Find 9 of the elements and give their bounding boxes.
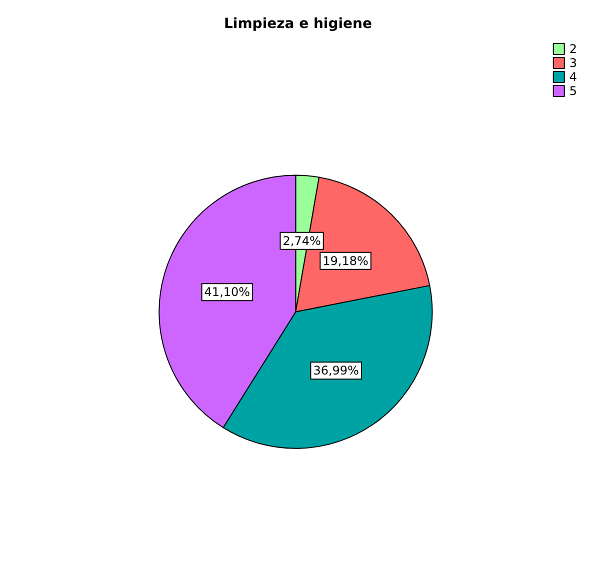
data-label: 36,99% <box>313 364 359 378</box>
data-label: 19,18% <box>322 254 368 268</box>
legend-label: 3 <box>569 56 578 70</box>
legend-label: 4 <box>569 70 578 84</box>
legend-label: 5 <box>569 84 578 98</box>
legend-label: 2 <box>569 42 578 56</box>
chart-title: Limpieza e higiene <box>224 16 372 32</box>
data-label: 2,74% <box>282 234 321 248</box>
data-label: 41,10% <box>204 285 250 300</box>
